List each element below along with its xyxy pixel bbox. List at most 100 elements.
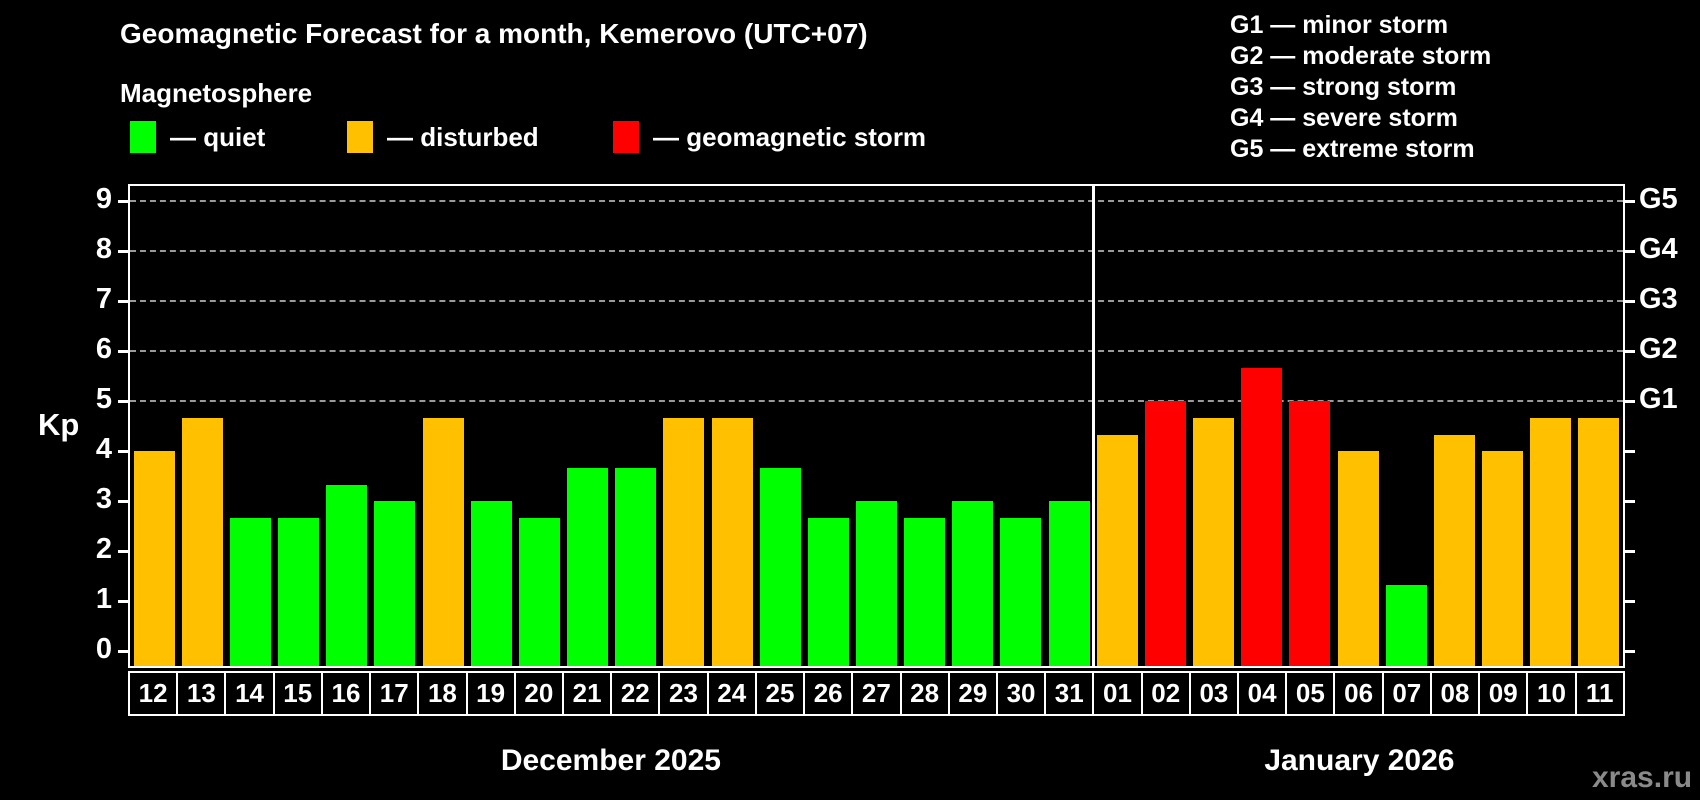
kp-bar	[1433, 434, 1475, 666]
kp-bar	[711, 417, 753, 666]
legend-item-storm: — geomagnetic storm	[613, 121, 926, 153]
storm-scale-line: G5 — extreme storm	[1230, 135, 1475, 163]
kp-bar	[615, 467, 657, 666]
grid-line-kp6	[130, 350, 1623, 352]
y-tick-label: 5	[95, 383, 112, 415]
y-tick-left	[118, 350, 128, 353]
y-tick-left	[118, 500, 128, 503]
y-tick-left	[118, 600, 128, 603]
quiet-swatch-icon	[130, 121, 156, 153]
kp-bar	[1000, 517, 1042, 666]
y-tick-right	[1625, 500, 1635, 503]
y-tick-right	[1625, 450, 1635, 453]
g-level-label-g4: G4	[1639, 233, 1678, 265]
watermark: xras.ru	[1592, 761, 1693, 794]
kp-bar	[663, 417, 705, 666]
storm-swatch-icon	[613, 121, 639, 153]
kp-bar	[1241, 367, 1283, 666]
kp-bar	[807, 517, 849, 666]
date-cell: 25	[754, 671, 806, 716]
disturbed-swatch-icon	[347, 121, 373, 153]
y-tick-right	[1625, 300, 1635, 303]
date-cell: 31	[1044, 671, 1095, 716]
date-cell: 27	[851, 671, 902, 716]
date-cell: 02	[1140, 671, 1191, 716]
kp-bar	[952, 501, 994, 666]
y-tick-right	[1625, 250, 1635, 253]
date-cell: 18	[417, 671, 468, 716]
date-cell: 30	[995, 671, 1047, 716]
date-cell: 08	[1429, 671, 1481, 716]
kp-bar	[1096, 434, 1138, 666]
kp-bar	[904, 517, 946, 666]
kp-bar	[133, 451, 175, 666]
kp-bar	[567, 467, 609, 666]
legend-item-label: — quiet	[170, 121, 266, 152]
date-cell: 01	[1092, 671, 1143, 716]
date-cell: 22	[610, 671, 661, 716]
y-tick-left	[118, 650, 128, 653]
kp-bar	[1144, 401, 1186, 666]
y-tick-right	[1625, 600, 1635, 603]
y-tick-label: 9	[95, 183, 112, 215]
month-label-december: December 2025	[500, 744, 721, 777]
storm-scale-line: G1 — minor storm	[1230, 11, 1449, 39]
kp-axis-label: Kp	[38, 407, 80, 442]
storm-scale-line: G4 — severe storm	[1230, 104, 1458, 132]
date-cell: 14	[224, 671, 275, 716]
y-tick-label: 4	[95, 433, 112, 465]
date-cell: 15	[272, 671, 323, 716]
date-cell: 10	[1526, 671, 1577, 716]
legend-item-disturbed: — disturbed	[347, 121, 539, 153]
date-cell: 20	[513, 671, 564, 716]
g-level-label-g2: G2	[1639, 333, 1678, 365]
date-cell: 06	[1333, 671, 1384, 716]
legend-item-label: — disturbed	[387, 121, 539, 152]
storm-scale-line: G3 — strong storm	[1230, 73, 1457, 101]
y-tick-label: 0	[95, 633, 112, 665]
storm-scale-legend: G1 — minor storm G2 — moderate storm G3 — …	[1230, 10, 1491, 165]
y-tick-right	[1625, 550, 1635, 553]
y-tick-label: 3	[95, 483, 112, 515]
magnetosphere-label: Magnetosphere	[120, 78, 313, 108]
date-cell: 09	[1478, 671, 1529, 716]
date-cell: 13	[176, 671, 227, 716]
y-tick-label: 1	[95, 583, 112, 615]
kp-bar	[470, 501, 512, 666]
legend-item-label: — geomagnetic storm	[653, 121, 927, 152]
chart-title: Geomagnetic Forecast for a month, Kemero…	[120, 18, 868, 49]
date-cell: 26	[803, 671, 854, 716]
month-label-january: January 2026	[1264, 744, 1455, 777]
y-tick-right	[1625, 200, 1635, 203]
date-cell: 04	[1237, 671, 1288, 716]
date-cell: 29	[947, 671, 998, 716]
month-divider	[1091, 186, 1095, 666]
y-tick-right	[1625, 400, 1635, 403]
date-cell: 11	[1574, 671, 1625, 716]
kp-bar	[1337, 451, 1379, 666]
kp-bar	[518, 517, 560, 666]
y-tick-left	[118, 450, 128, 453]
y-tick-right	[1625, 350, 1635, 353]
g-level-label-g1: G1	[1639, 383, 1678, 415]
grid-line-kp8	[130, 250, 1623, 252]
date-cell: 05	[1285, 671, 1336, 716]
y-tick-label: 6	[95, 333, 112, 365]
kp-bar	[229, 517, 271, 666]
y-tick-right	[1625, 650, 1635, 653]
date-cell: 24	[706, 671, 757, 716]
g-level-label-g3: G3	[1639, 283, 1678, 315]
date-cell: 19	[465, 671, 516, 716]
legend-item-quiet: — quiet	[130, 121, 265, 153]
date-cell: 17	[369, 671, 420, 716]
kp-bar	[1578, 417, 1620, 666]
kp-bar	[422, 417, 464, 666]
y-tick-left	[118, 200, 128, 203]
date-row: 12 13 14 15 16 17 18 19 20 21 22 23 24 25 26 27 28 29 30 31…	[128, 671, 1625, 716]
y-tick-left	[118, 300, 128, 303]
date-cell: 28	[899, 671, 950, 716]
kp-bar	[856, 501, 897, 666]
y-tick-left	[118, 250, 128, 253]
kp-bar	[1385, 584, 1427, 666]
date-cell: 07	[1381, 671, 1432, 716]
